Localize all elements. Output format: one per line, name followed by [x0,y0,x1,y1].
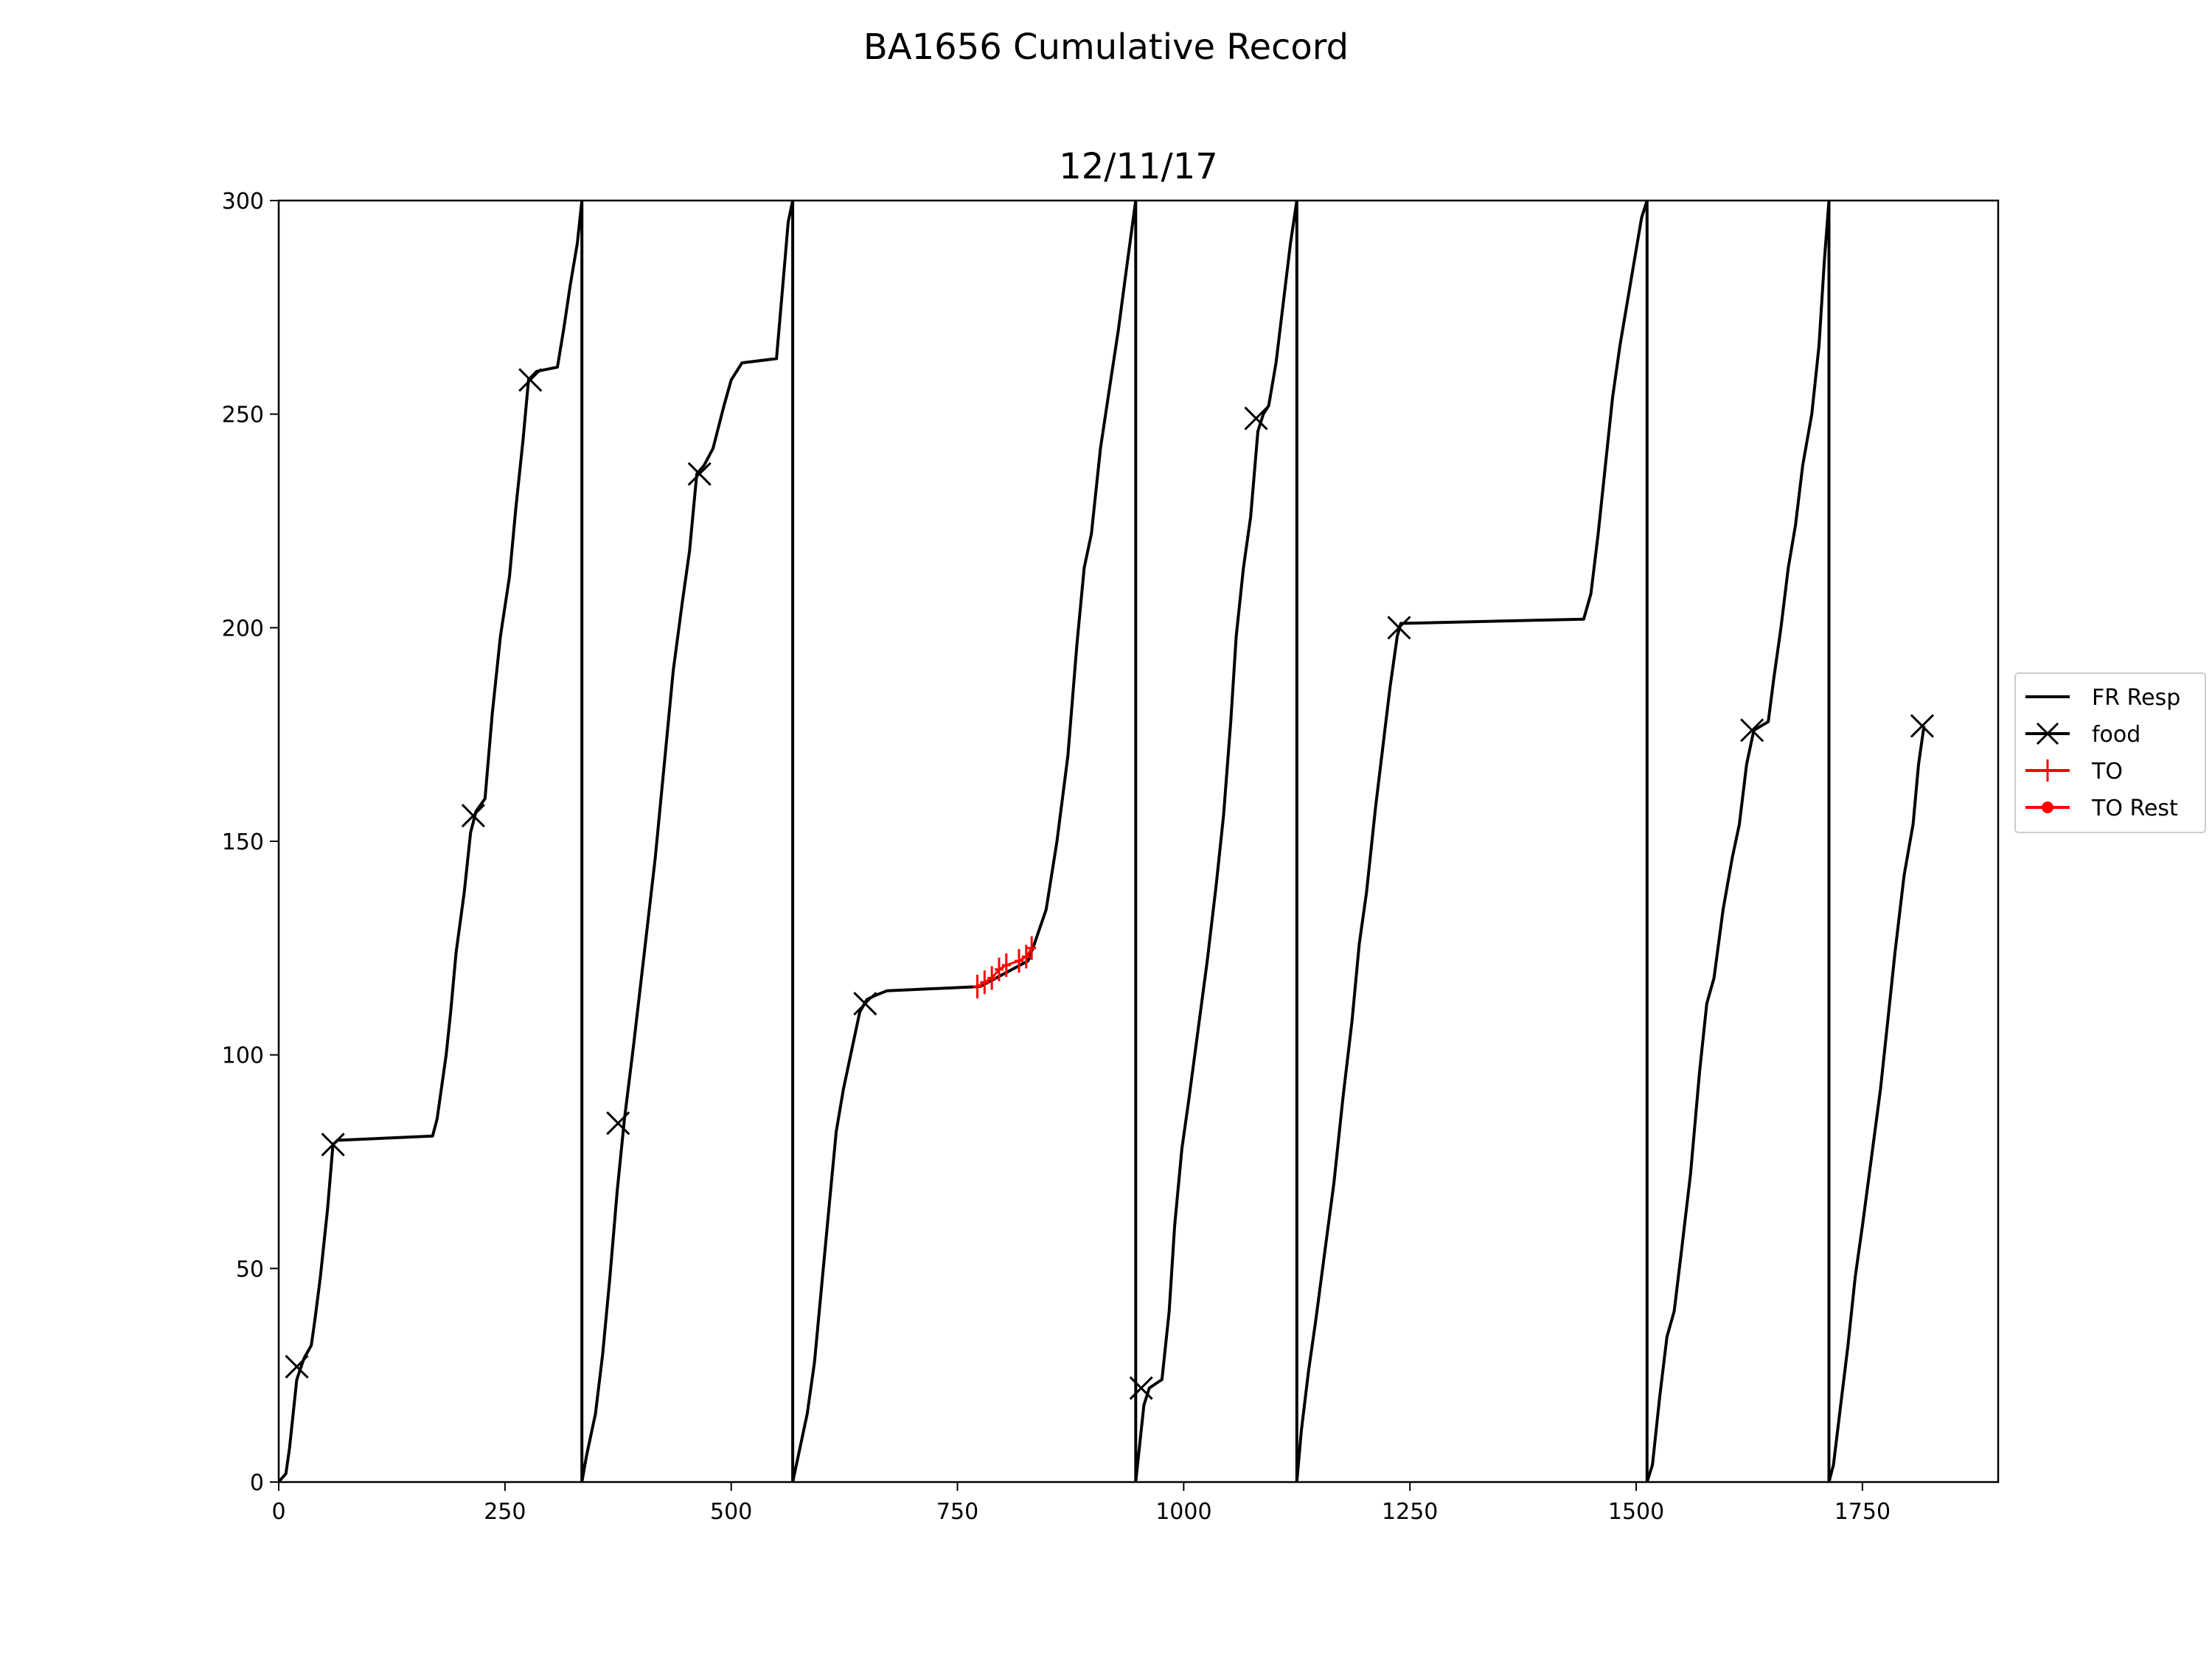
to-marker [994,957,1004,981]
food-marker [1740,718,1764,742]
food-marker [518,368,543,392]
food-marker [606,1111,630,1135]
to-marker [1014,949,1023,973]
plot-frame [277,199,2000,1484]
legend-item-to-rest: TO Rest [2025,796,2178,821]
legend-label: TO Rest [2091,796,2178,821]
y-tick-label: 50 [236,1256,264,1282]
y-tick-label: 200 [222,616,264,641]
legend-label: food [2092,722,2140,748]
x-tick-label: 750 [936,1499,978,1525]
figure-suptitle: BA1656 Cumulative Record [863,27,1349,68]
food-marker [461,804,485,828]
food-marker [321,1133,345,1157]
legend-label: TO [2091,759,2123,785]
y-tick-label: 250 [222,403,264,428]
x-tick-label: 250 [484,1499,526,1525]
axes-title: 12/11/17 [1059,146,1218,187]
to-marker [1027,936,1037,960]
legend: FR Resp food TO TO Rest [2014,672,2206,833]
legend-box [2014,672,2206,833]
food-marker [687,462,712,486]
x-tick-label: 1750 [1834,1499,1891,1525]
to-marker [1001,953,1011,978]
x-tick-label: 1250 [1382,1499,1438,1525]
y-tick-label: 0 [250,1470,264,1496]
x-tick-label: 500 [710,1499,752,1525]
legend-item-to: TO [2025,759,2123,785]
legend-item-fr-resp: FR Resp [2025,685,2180,711]
legend-label: FR Resp [2092,685,2180,711]
to-marker [973,974,982,998]
series-line-fr-resp [279,201,1926,1482]
to-marker [980,970,990,995]
x-tick-label: 1000 [1155,1499,1211,1525]
legend-dot-icon [2042,801,2053,813]
food-marker [853,992,877,1016]
food-marker [1244,406,1268,431]
to-marker [1021,945,1031,969]
y-tick-label: 100 [222,1043,264,1069]
y-tick-label: 300 [222,189,264,215]
x-tick-label: 0 [271,1499,285,1525]
food-marker [1387,616,1411,640]
y-tick-label: 150 [222,830,264,855]
plot-data [279,201,1934,1482]
food-marker [285,1354,309,1379]
food-marker [1910,714,1934,738]
x-tick-label: 1500 [1608,1499,1664,1525]
legend-item-food: food [2025,722,2140,748]
food-marker [1129,1376,1153,1400]
to-marker [987,966,997,990]
